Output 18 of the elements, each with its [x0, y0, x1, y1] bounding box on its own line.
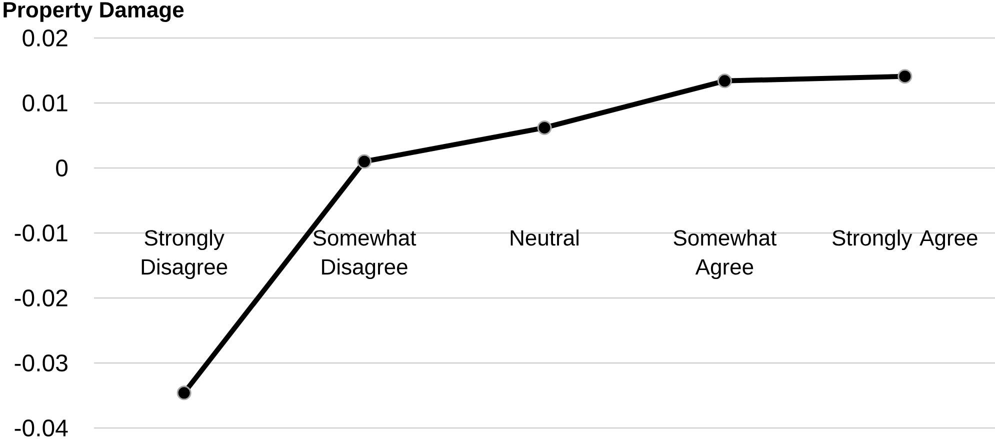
y-tick-label: -0.04 [14, 420, 68, 436]
y-tick-label: 0.02 [22, 30, 68, 46]
x-tick-label: Somewhat Agree [674, 230, 777, 280]
point [898, 69, 912, 84]
y-tick-label: -0.01 [14, 224, 68, 242]
x-tick-label: Strongly Agree [832, 230, 978, 250]
y-tick-label: -0.03 [14, 354, 68, 372]
point [717, 74, 732, 88]
y-tick-label: -0.02 [14, 290, 68, 306]
y-tick-label: 0 [56, 160, 68, 176]
x-tick-label: Somewhat Disagree [313, 230, 416, 280]
x-tick-label: Strongly Disagree [142, 230, 228, 280]
point [537, 120, 552, 135]
chart-title: Property Damage [4, 2, 184, 22]
point [357, 154, 372, 169]
point [176, 386, 192, 400]
y-tick-label: 0.01 [22, 94, 68, 112]
x-tick-label: Neutral [510, 230, 578, 246]
